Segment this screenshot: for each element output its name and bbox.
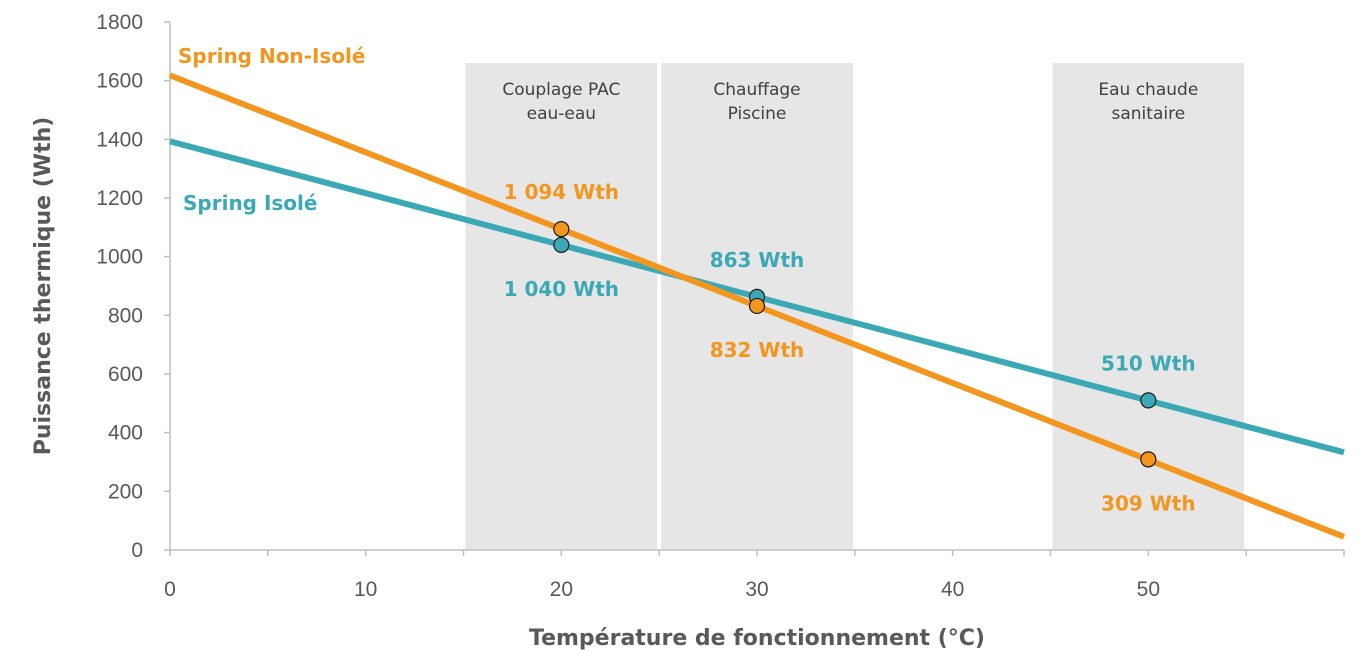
y-tick-label-1200: 1200 [96, 187, 143, 210]
data-point-spring-non-isole-0 [553, 220, 570, 238]
x-tick-label-20: 20 [550, 578, 573, 601]
series-label-spring-non-isole: Spring Non-Isolé [178, 44, 365, 68]
band-0 [465, 63, 658, 550]
y-axis-title: Puissance thermique (Wth) [31, 117, 56, 456]
y-tick-label-600: 600 [108, 363, 143, 386]
y-tick-label-400: 400 [108, 422, 143, 445]
band-0-label-line-0: Couplage PAC [502, 80, 620, 100]
band-2 [1052, 63, 1245, 550]
x-axis-title: Température de fonctionnement (°C) [529, 626, 985, 651]
axes-layer: 0 200 400 600 800 1000 1200 1400 1600 1800 0 10 20 30… [96, 11, 1345, 601]
data-label-spring-isole-2: 510 Wth [1101, 351, 1196, 375]
band-2-label-line-1: sanitaire [1112, 104, 1186, 124]
labels-layer: 1 040 Wth 863 Wth 510 Wth 1 094 Wth 832 Wth 3… [178, 44, 1196, 515]
x-tick-label-50: 50 [1137, 578, 1160, 601]
band-2-label-line-0: Eau chaude [1098, 80, 1198, 100]
data-label-spring-non-isole-2: 309 Wth [1101, 491, 1196, 515]
y-tick-label-200: 200 [108, 480, 143, 503]
x-tick-label-30: 30 [745, 578, 768, 601]
band-0-label-line-1: eau-eau [527, 104, 596, 124]
bands-layer: Couplage PAC eau-eau Chauffage Piscine Eau c… [465, 63, 1245, 550]
series-label-spring-isole: Spring Isolé [183, 191, 317, 215]
band-1-label-line-0: Chauffage [713, 80, 800, 100]
data-label-spring-isole-1: 863 Wth [710, 248, 805, 272]
y-tick-label-0: 0 [131, 539, 143, 562]
data-point-spring-isole-0 [553, 236, 570, 254]
data-point-spring-non-isole-1 [748, 297, 766, 315]
y-tick-label-1400: 1400 [96, 128, 143, 151]
y-tick-label-1000: 1000 [96, 246, 143, 269]
y-tick-label-800: 800 [108, 304, 143, 327]
points-layer [553, 220, 1157, 468]
y-tick-label-1600: 1600 [96, 70, 143, 93]
x-tick-label-0: 0 [164, 578, 176, 601]
band-1-label-line-1: Piscine [728, 104, 787, 124]
data-label-spring-non-isole-0: 1 094 Wth [504, 180, 619, 204]
data-label-spring-non-isole-1: 832 Wth [710, 338, 805, 362]
y-tick-label-1800: 1800 [96, 11, 143, 34]
x-tick-label-10: 10 [354, 578, 377, 601]
data-point-spring-isole-2 [1140, 392, 1157, 409]
data-point-spring-non-isole-2 [1140, 451, 1157, 468]
data-label-spring-isole-0: 1 040 Wth [504, 277, 619, 301]
x-tick-label-40: 40 [941, 578, 964, 601]
